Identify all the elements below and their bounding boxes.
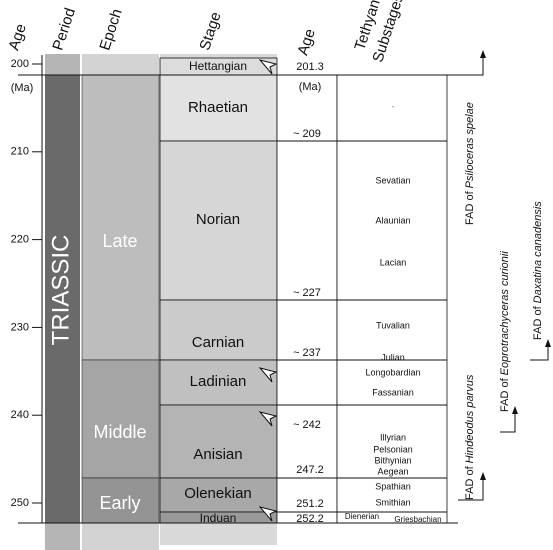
epoch-box [81, 477, 160, 524]
fossil-icons [258, 59, 278, 522]
age-unit: (Ma) [299, 81, 322, 93]
arrowhead [545, 339, 551, 347]
stage-label: Carnian [192, 334, 245, 351]
substage: Griesbachian [394, 515, 441, 524]
stage-box [159, 404, 278, 479]
axis-tick-label: 230 [11, 321, 29, 333]
stage-label: Anisian [193, 446, 242, 463]
age-label: ~ 227 [293, 287, 321, 299]
fad-prefix: FAD of [532, 305, 544, 340]
age-label: ~ 209 [293, 128, 321, 140]
substage: - [392, 101, 395, 111]
age-label: 247.2 [296, 464, 324, 476]
fossil-icon [258, 506, 278, 522]
fad-label: FAD of Psiloceras spelae [464, 102, 476, 225]
substage: Smithian [375, 497, 410, 507]
fad-label: FAD of Eoprotrachyceras curionii [499, 251, 511, 412]
fad-prefix: FAD of [464, 190, 476, 225]
age-label: ~ 237 [293, 347, 321, 359]
substage: Sevatian [375, 175, 410, 185]
fad-arrows [458, 50, 551, 501]
fad-prefix: FAD of [464, 465, 476, 500]
fad-taxon: Eoprotrachyceras curionii [499, 251, 511, 376]
column-header: Epoch [96, 7, 125, 53]
stage-label: Rhaetian [188, 99, 248, 116]
stage-label: Hettangian [189, 59, 247, 73]
substage: Lacian [380, 257, 407, 267]
column-header: Age [5, 22, 29, 53]
stage-label: Norian [196, 211, 240, 228]
axis-tick-label: 240 [11, 409, 29, 421]
stage-label: Ladinian [190, 373, 247, 390]
axis-tick-label: 200 [11, 58, 29, 70]
epoch-label: Middle [93, 422, 146, 442]
epoch-label: Late [102, 231, 137, 251]
fad-arrow [530, 345, 549, 361]
epoch-box [81, 359, 160, 479]
substage: Dienerian [345, 512, 379, 521]
period-box [45, 75, 80, 523]
fad-label: FAD of Daxatina canadensis [532, 201, 544, 340]
axis-unit: (Ma) [11, 82, 34, 94]
age-axis: (Ma) 200 210 220 230 240 250 [11, 55, 43, 523]
substage: Illyrian [380, 432, 406, 442]
stage-box [159, 140, 278, 301]
period-label: TRIASSIC [47, 235, 74, 346]
age-label: 201.3 [296, 61, 324, 73]
stage-label: Olenekian [184, 485, 252, 502]
epoch-label: Early [99, 493, 140, 513]
substage: Aegean [377, 466, 408, 476]
column-header: Stage [196, 10, 224, 53]
axis-tick-label: 220 [11, 234, 29, 246]
epoch-box [81, 74, 160, 361]
substage: Tuvalian [376, 320, 410, 330]
substage-column [336, 74, 448, 524]
fad-arrow [458, 56, 484, 76]
fad-taxon: Daxatina canadensis [532, 201, 544, 304]
fossil-icon [258, 367, 278, 383]
arrowhead [480, 472, 486, 480]
substage: Bithynian [374, 455, 411, 465]
substage: Alaunian [375, 215, 410, 225]
fad-taxon: Psiloceras spelae [464, 102, 476, 188]
substage: Pelsonian [373, 444, 413, 454]
substage: Longobardian [365, 367, 420, 377]
fad-arrow [500, 412, 516, 433]
row-lines [18, 74, 458, 524]
stage-box [159, 477, 278, 513]
fad-prefix: FAD of [499, 377, 511, 412]
fossil-icon [258, 411, 278, 427]
age-label: 251.2 [296, 498, 324, 510]
substage: Julian [381, 352, 405, 362]
fad-label: FAD of Hindeodus parvus [464, 374, 476, 500]
age-column [276, 74, 338, 524]
age-label: ~ 242 [293, 419, 321, 431]
fad-taxon: Hindeodus parvus [464, 374, 476, 463]
stage-label: Induan [200, 511, 237, 525]
stage-box [159, 299, 278, 361]
axis-tick-label: 210 [11, 146, 29, 158]
column-header: Age [294, 27, 318, 58]
age-label: 252.2 [296, 513, 324, 525]
column-header: Period [49, 6, 79, 52]
axis-tick-label: 250 [11, 497, 29, 509]
fossil-icon [258, 59, 278, 75]
fad-arrow [458, 478, 484, 501]
arrowhead [512, 406, 518, 414]
arrowhead [480, 50, 486, 58]
substage: Fassanian [372, 387, 414, 397]
substage: Spathian [375, 481, 411, 491]
